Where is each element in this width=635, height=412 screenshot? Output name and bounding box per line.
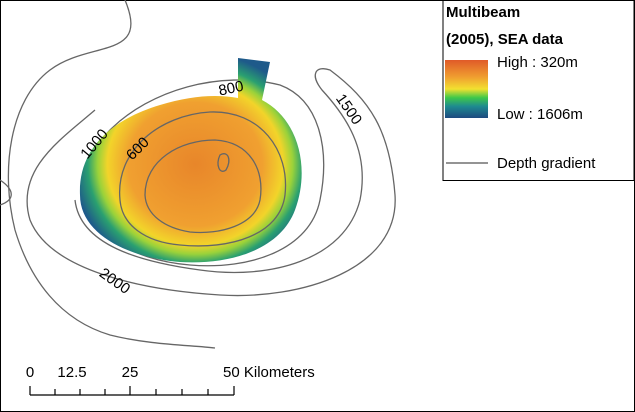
legend-title: (2005), SEA data — [446, 31, 564, 48]
page: 800 1500 1000 600 2000 Multibeam (2005),… — [0, 0, 635, 412]
legend-line-label: Depth gradient — [497, 155, 596, 172]
map: 800 1500 1000 600 2000 Multibeam (2005),… — [0, 0, 635, 412]
legend-gradient — [445, 60, 488, 118]
legend-low: Low : 1606m — [497, 106, 583, 123]
scale-label: 0 — [26, 364, 34, 381]
scale-label: 12.5 — [57, 364, 86, 381]
legend-high: High : 320m — [497, 54, 578, 71]
scale-label: 50 Kilometers — [223, 364, 315, 381]
scale-label: 25 — [122, 364, 139, 381]
legend-title: Multibeam — [446, 4, 520, 21]
